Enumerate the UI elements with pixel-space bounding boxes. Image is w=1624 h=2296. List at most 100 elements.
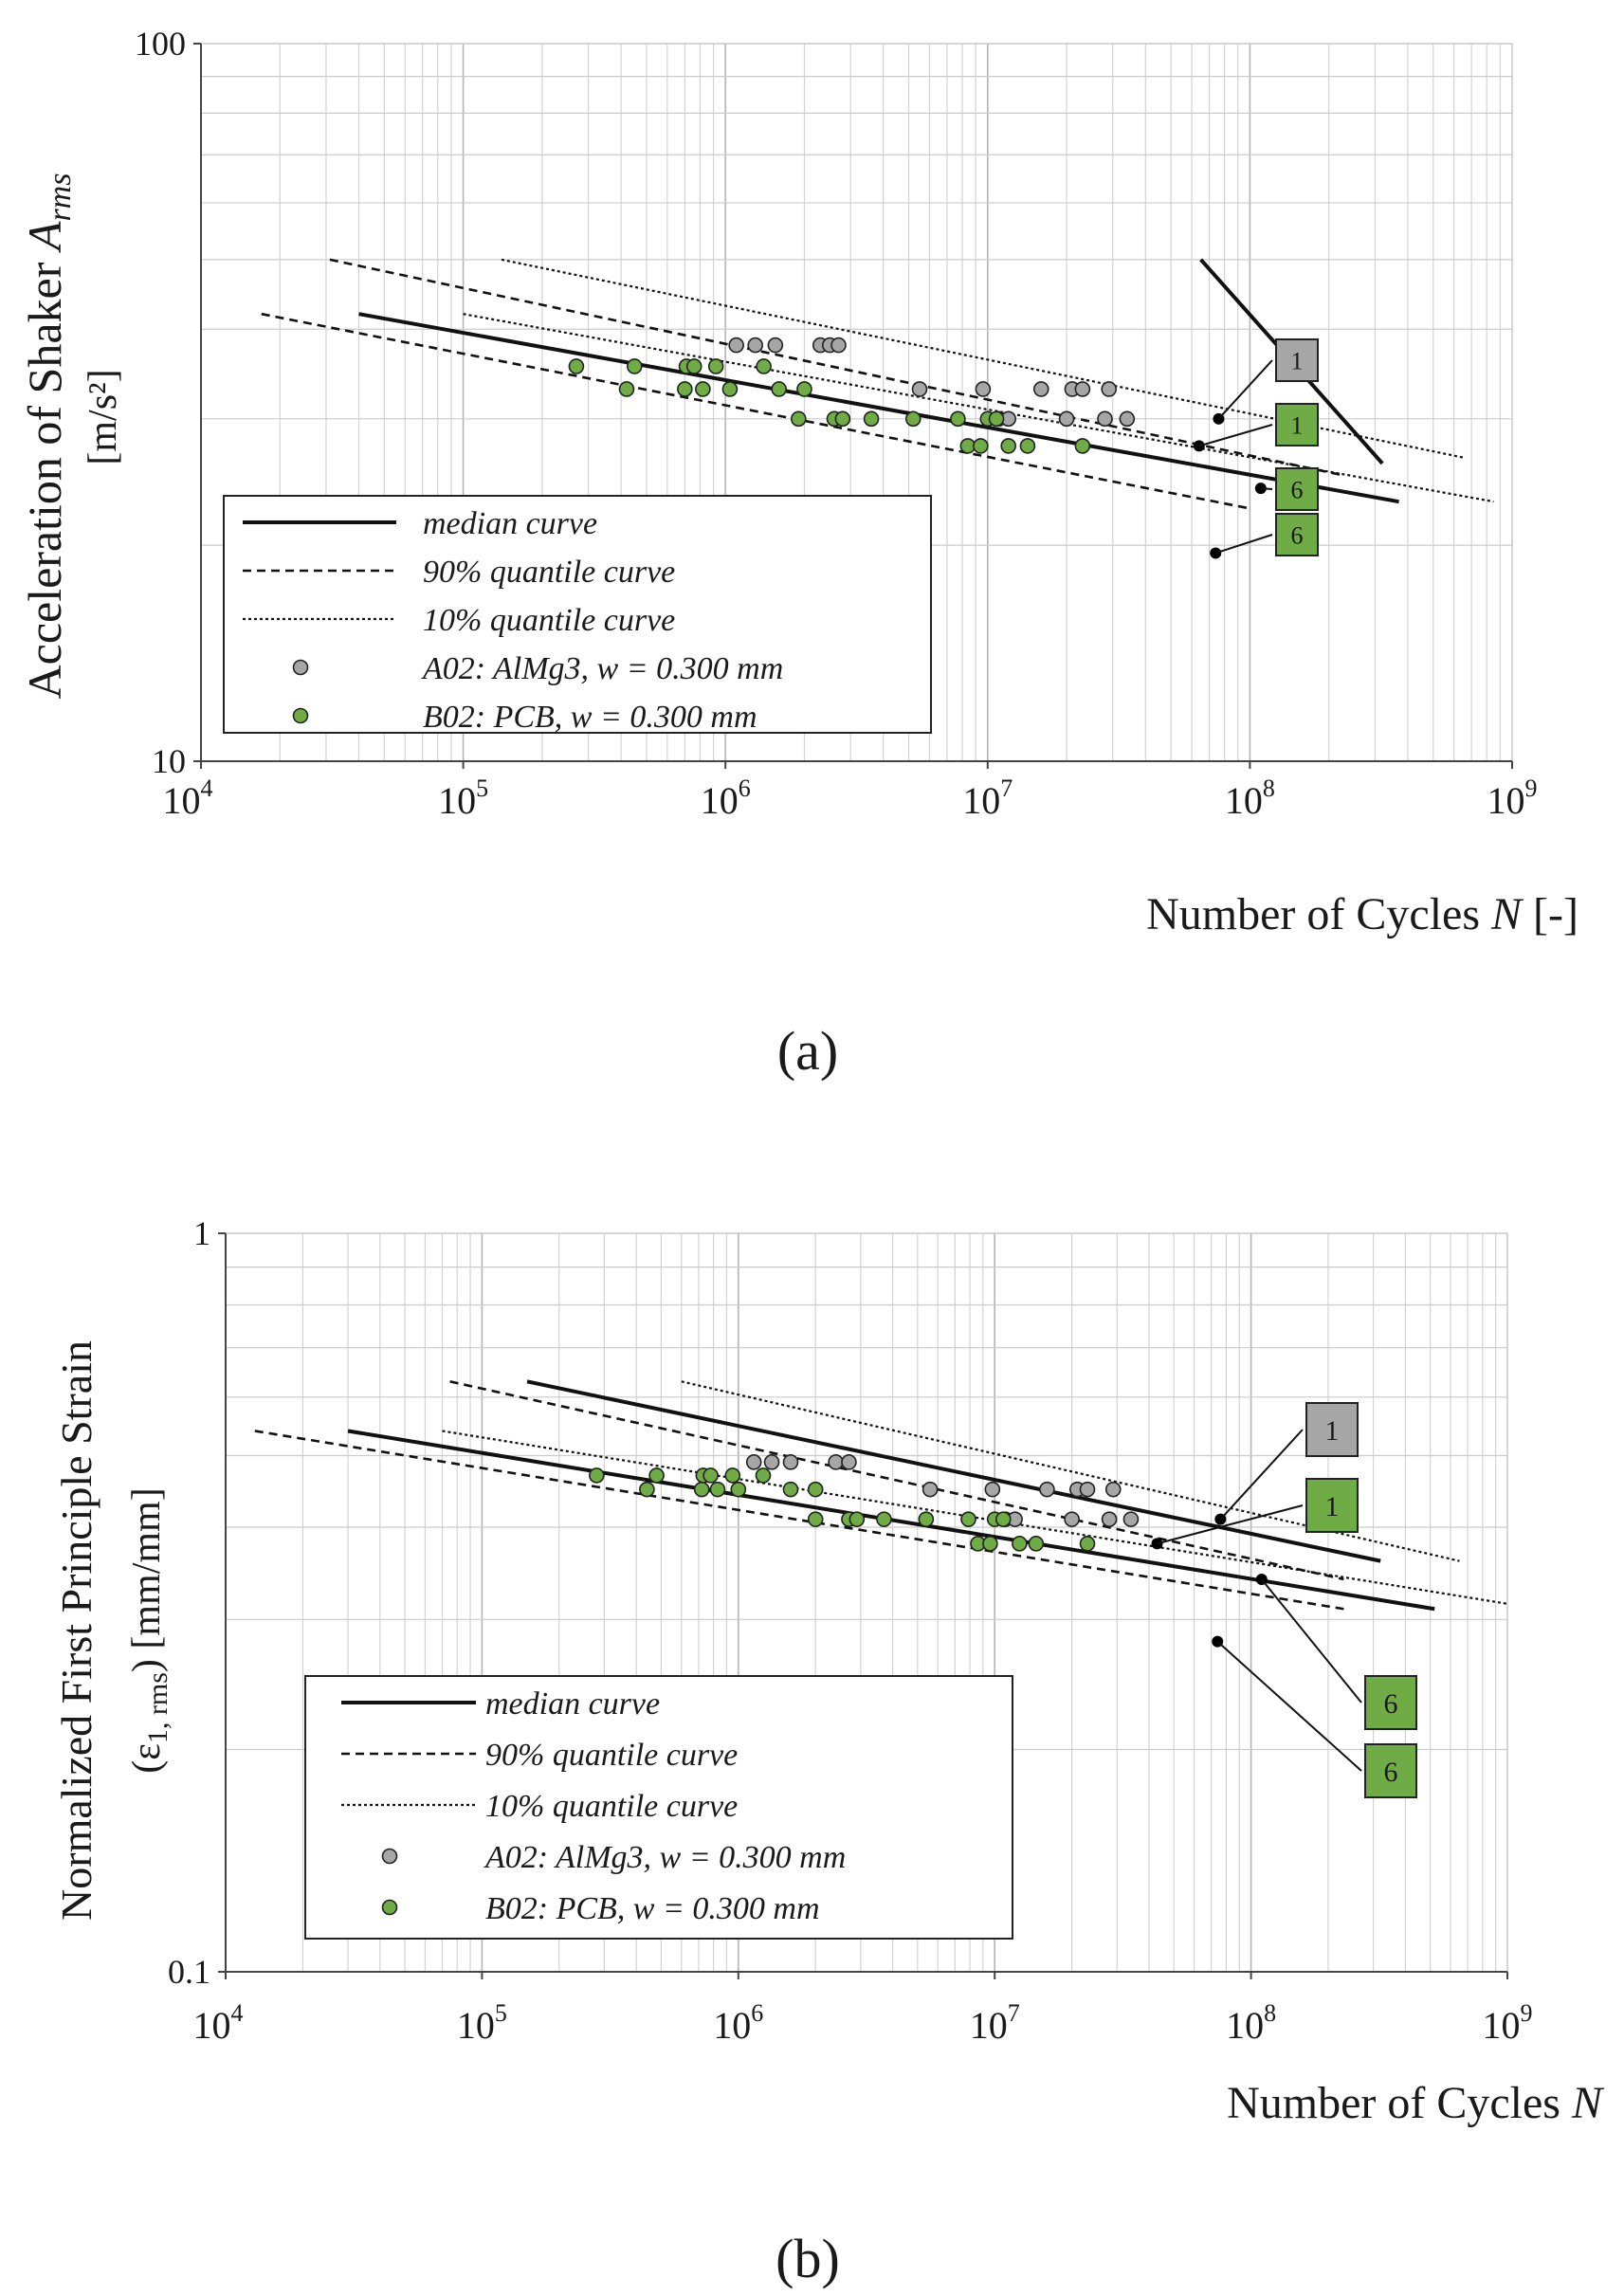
b02-data-point [950,410,966,428]
a02-data-point [1101,1511,1118,1527]
b02-data-point [730,1481,747,1498]
x-tick-label: 106 [713,1999,763,2047]
callout-label: 6 [1384,1688,1398,1720]
callout-label: 6 [1291,521,1304,549]
b02-data-point [988,410,1005,428]
b02-data-point [707,358,724,374]
callout-box [1364,1743,1417,1798]
callout-label: 1 [1291,411,1304,439]
y-tick-label: 0.1 [168,1953,210,1991]
b02-data-point [796,381,812,397]
legend-label-q90: 90% quantile curve [485,1738,738,1773]
panel-a-plot: 104 105 106 107 108 109 10 100 1 1 6 6 median curve 9… [135,25,1538,822]
legend-label-a02: A02: AlMg3, w = 0.300 mm [484,1840,846,1875]
b02-data-point [960,1511,976,1527]
callout-box [1364,1675,1417,1730]
b02-data-point [918,1511,935,1527]
b02-data-point [568,358,585,374]
x-tick-label: 107 [970,1999,1020,2047]
callout-box [1305,1478,1359,1533]
b02-data-point [807,1481,824,1498]
quantile-10-curve [463,313,1494,503]
callout-label: 1 [1291,347,1304,374]
b02-data-point [848,1511,866,1527]
x-tick-label: 107 [962,774,1013,822]
median-curve [358,312,1399,504]
legend-box [304,1675,1013,1940]
b02-data-point [695,381,711,397]
a02-data-point [1101,381,1117,397]
b02-data-point [756,358,772,374]
a02-data-point [1032,381,1049,397]
b02-data-point [1019,438,1036,454]
x-tick-label: 108 [1226,1999,1276,2047]
panel-b-y-axis-unit: (ε1, rms) [mm/mm] [125,1487,173,1773]
a02-data-point [1039,1481,1055,1498]
a02-data-point [1097,410,1113,428]
a02-data-point [841,1454,857,1470]
legend-label-b02: B02: PCB, w = 0.300 mm [423,700,757,735]
a02-data-point [984,1481,1001,1498]
b02-data-point [589,1467,605,1484]
a02-data-point [828,1454,844,1470]
b02-data-point [994,1511,1012,1527]
callout-leader [1261,1578,1362,1704]
a02-data-point [1122,1511,1140,1527]
b02-data-point [648,1467,665,1484]
callout-label: 6 [1291,476,1304,503]
x-tick-label: 108 [1225,774,1275,822]
callout-box [1305,1402,1359,1457]
a02-data-point [1074,381,1091,397]
b02-data-point [721,381,739,397]
quantile-90-curve [329,258,1345,478]
callout-leader [1214,534,1273,555]
b02-data-point [1079,1536,1096,1552]
quantile-10-curve [501,258,1464,459]
a02-data-point [745,1454,762,1470]
b02-data-point [807,1511,824,1527]
callout-label: 1 [1325,1415,1340,1447]
panel-a-caption: (a) [777,1020,838,1082]
a02-data-point [830,337,847,354]
b02-data-point [973,438,989,454]
b02-data-point [755,1467,772,1484]
x-tick-label: 109 [1483,1999,1533,2047]
median-curve [526,1379,1381,1563]
a02-data-point [1079,1481,1096,1498]
b02-data-point [791,410,807,428]
a02-data-point [782,1454,799,1470]
panel-b-x-axis-title: Number of Cycles N [1227,2078,1605,2128]
a02-data-point [747,337,764,354]
quantile-10-curve [442,1430,1508,1605]
b02-data-point [685,358,703,374]
legend-label-b02: B02: PCB, w = 0.300 mm [485,1891,820,1926]
b02-data-point [834,410,851,428]
legend-label-median: median curve [423,506,597,541]
a02-data-point [911,381,928,397]
b02-data-point [693,1481,710,1498]
panel-a-label: (a) [777,1020,838,1082]
legend-label-median: median curve [485,1686,660,1722]
callout-leader [1198,424,1273,447]
quantile-90-curve [261,312,1250,510]
b02-data-point [639,1481,655,1498]
a02-data-point [763,1454,780,1470]
panel-a-y-axis-unit: [m/s²] [82,369,125,465]
a02-data-point [728,337,744,354]
a02-data-point [767,337,784,354]
legend-label-q10: 10% quantile curve [423,603,675,638]
b02-data-point [1012,1536,1028,1552]
a02-data-point [975,381,992,397]
b02-data-point [1000,438,1017,454]
panel-a-y-axis-title: Acceleration of Shaker Arms [18,173,78,700]
x-tick-label: 104 [193,1999,244,2047]
panel-b-caption: (b) [776,2228,840,2289]
callout-box [1275,467,1319,511]
panel-b-label: (b) [776,2228,840,2289]
a02-data-point [1064,1511,1080,1527]
callout-label: 1 [1325,1491,1340,1522]
legend-swatch-b02 [292,707,309,724]
x-tick-label: 109 [1487,774,1538,822]
callout-leader [1157,1504,1304,1545]
a02-data-point [921,1481,939,1498]
